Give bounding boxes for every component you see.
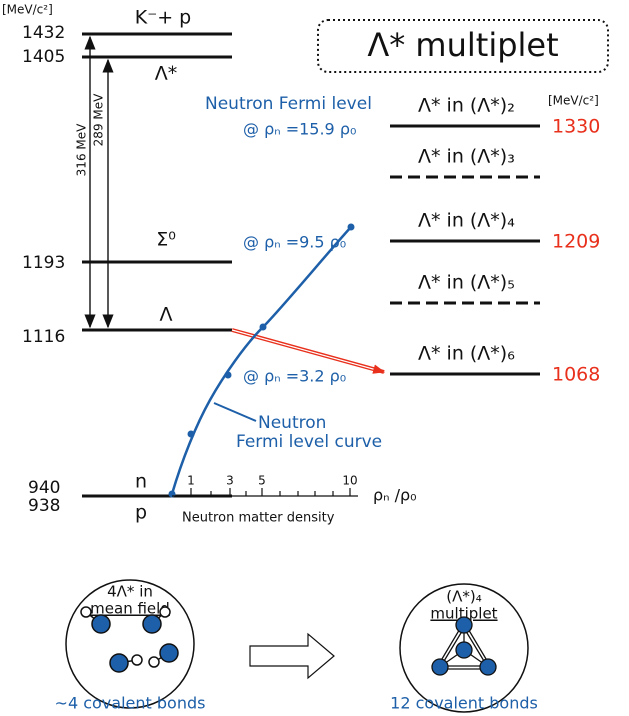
diagram: [MeV/c²] 1432 1405 1193 1116 940 938 K⁻+… [0, 0, 629, 716]
level-value: 938 [28, 496, 60, 516]
caption: 12 covalent bonds [390, 694, 538, 713]
caption: ~4 covalent bonds [55, 694, 206, 713]
level-value: 1405 [22, 47, 65, 67]
axis-tick-label: 3 [226, 474, 234, 488]
level-value: 1193 [22, 253, 65, 273]
gap-label: 316 MeV [75, 123, 89, 176]
level-value: 1209 [552, 231, 600, 253]
unit-label: [MeV/c²] [2, 3, 53, 17]
level-value: 940 [28, 478, 60, 498]
axis-tick-label: 1 [187, 474, 195, 488]
circle-label: (Λ*)₄ [446, 588, 481, 606]
curve-point [188, 431, 195, 438]
level-label: n [135, 471, 147, 493]
level-label: p [135, 502, 147, 524]
fermi-point-label: @ ρₙ =9.5 ρ₀ [243, 233, 346, 252]
axis-title: Neutron matter density [182, 511, 335, 526]
level-value: 1432 [22, 23, 65, 43]
level-value: 1330 [552, 116, 600, 138]
level-label: Λ* [155, 63, 178, 85]
fermi-point-label: @ ρₙ =15.9 ρ₀ [243, 120, 356, 139]
curve-point [260, 324, 267, 331]
level-label: Λ* in (Λ*)₂ [418, 95, 515, 117]
level-label: Λ* in (Λ*)₃ [418, 146, 515, 168]
axis-label: ρₙ /ρ₀ [373, 486, 417, 505]
curve-point [225, 372, 232, 379]
level-value: 1116 [22, 327, 65, 347]
level-label: K⁻+ p [135, 7, 192, 29]
level-value: 1068 [552, 364, 600, 386]
axis-tick-label: 5 [258, 474, 266, 488]
fermi-title: Neutron Fermi level [205, 94, 372, 114]
title: Λ* multiplet [367, 26, 558, 64]
curve-point [348, 224, 355, 231]
curve-label: Fermi level curve [236, 432, 382, 452]
gap-label: 289 MeV [92, 93, 106, 146]
level-label: Λ* in (Λ*)₄ [418, 210, 515, 232]
curve-label: Neutron [258, 413, 326, 433]
fermi-curve [172, 227, 351, 494]
level-label: Λ* in (Λ*)₅ [418, 272, 515, 294]
circle-label: 4Λ* in [107, 583, 153, 601]
pointer-line [214, 403, 256, 421]
unit-label: [MeV/c²] [548, 94, 599, 108]
level-label: Λ [160, 304, 173, 326]
level-label: Σ⁰ [156, 229, 176, 251]
axis-tick-label: 10 [342, 474, 357, 488]
level-label: Λ* in (Λ*)₆ [418, 343, 515, 365]
block-arrow [250, 634, 334, 678]
fermi-point-label: @ ρₙ =3.2 ρ₀ [243, 367, 346, 386]
